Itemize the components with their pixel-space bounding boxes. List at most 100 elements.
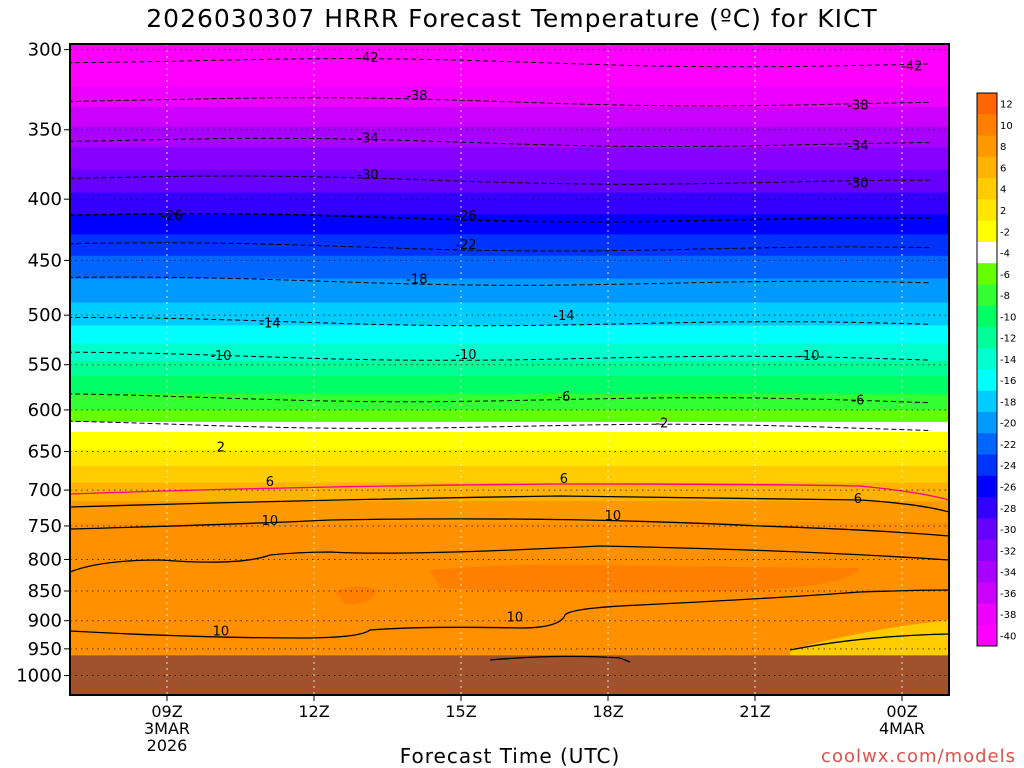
temperature-band <box>70 86 949 108</box>
contour-label: -26 <box>161 209 182 224</box>
x-tick-label: 4MAR <box>879 719 925 738</box>
colorbar-label: 2 <box>1000 206 1006 217</box>
colorbar-swatch <box>977 539 997 562</box>
warm-pocket <box>430 564 860 593</box>
y-tick-label: 950 <box>28 639 62 660</box>
colorbar-label: 8 <box>1000 142 1006 153</box>
isotherm-line <box>70 97 931 107</box>
contour-label: 6 <box>854 492 862 507</box>
temperature-band <box>70 343 949 362</box>
credit-text: coolwx.com/models <box>821 746 1016 767</box>
temperature-band <box>70 234 949 257</box>
colorbar-label: -28 <box>1000 504 1016 515</box>
temperature-band <box>70 302 949 327</box>
x-axis-title: Forecast Time (UTC) <box>399 744 621 768</box>
contour-label: -34 <box>357 132 378 147</box>
x-tick-label: 21Z <box>739 702 770 721</box>
colorbar-swatch <box>977 518 997 541</box>
colorbar-label: -40 <box>1000 631 1016 642</box>
contour-labels: -58-58-54-54-50-50-46-46-42-42-38-38-34-… <box>161 51 922 640</box>
temperature-band <box>70 325 949 345</box>
x-tick-label: 12Z <box>298 702 329 721</box>
contour-label: -10 <box>455 348 476 363</box>
temperature-band <box>70 255 949 280</box>
x-tick-label: 3MAR <box>144 719 190 738</box>
y-tick-label: 1000 <box>16 666 62 687</box>
contour-label: 10 <box>213 625 230 640</box>
contour-label: -42 <box>357 51 378 66</box>
colorbar-swatch <box>977 326 997 349</box>
colorbar-swatch <box>977 241 997 264</box>
temperature-band <box>70 431 949 451</box>
colorbar-swatch <box>977 178 997 200</box>
colorbar-swatch <box>977 199 997 222</box>
temperature-band <box>70 192 949 216</box>
colorbar-swatch <box>977 263 997 285</box>
colorbar-swatch <box>977 475 997 498</box>
y-tick-label: 700 <box>28 480 62 501</box>
temperature-band <box>70 421 949 433</box>
isotherm-line <box>70 545 949 573</box>
contour-label: -6 <box>557 390 570 405</box>
isotherm-line <box>70 212 931 223</box>
isotherm-line <box>70 317 931 327</box>
contour-label: -22 <box>455 238 476 253</box>
surface-layer <box>70 655 949 695</box>
colorbar-swatch <box>977 560 997 583</box>
contour-label: -30 <box>847 176 868 191</box>
colorbar-label: -10 <box>1000 312 1016 323</box>
colorbar-label: -32 <box>1000 546 1016 557</box>
colorbar-label: -8 <box>1000 291 1010 302</box>
contour-label: -14 <box>259 316 280 331</box>
y-tick-label: 300 <box>28 40 62 61</box>
temperature-band <box>70 169 949 194</box>
y-tick-label: 800 <box>28 549 62 570</box>
y-tick-label: 400 <box>28 189 62 210</box>
contour-label: -34 <box>847 139 868 154</box>
isotherm-line <box>70 420 931 431</box>
colorbar-swatch <box>977 93 997 115</box>
y-axis-ticks: 2503003504004505005506006507007508008509… <box>16 40 70 687</box>
colorbar-label: -34 <box>1000 568 1016 579</box>
colorbar-swatch <box>977 624 997 647</box>
y-tick-label: 850 <box>28 581 62 602</box>
y-tick-label: 550 <box>28 355 62 376</box>
colorbar-swatch <box>977 369 997 392</box>
colorbar-label: -30 <box>1000 525 1016 536</box>
colorbar-label: -18 <box>1000 397 1016 408</box>
temperature-bands <box>70 44 949 695</box>
isotherm-line <box>70 518 949 537</box>
freezing-line <box>70 483 949 501</box>
contour-label: 6 <box>560 472 568 487</box>
isotherm-line <box>70 137 931 147</box>
colorbar-label: -16 <box>1000 376 1016 387</box>
colorbar-swatch <box>977 135 997 158</box>
x-tick-label: 2026 <box>147 736 188 755</box>
isotherm-line <box>70 58 931 68</box>
temperature-band <box>70 106 949 128</box>
contour-label: -18 <box>406 273 427 288</box>
colorbar-label: -36 <box>1000 589 1016 600</box>
colorbar-swatch <box>977 348 997 370</box>
isotherm-line <box>70 276 931 286</box>
colorbar-label: -20 <box>1000 419 1016 430</box>
y-tick-label: 600 <box>28 400 62 421</box>
temperature-band <box>70 278 949 304</box>
y-tick-label: 500 <box>28 305 62 326</box>
colorbar-label: 12 <box>1000 100 1013 111</box>
colorbar-swatch <box>977 114 997 137</box>
colorbar-label: 10 <box>1000 121 1013 132</box>
temperature-band <box>70 375 949 396</box>
colorbar-swatch <box>977 497 997 519</box>
contour-label: -10 <box>798 349 819 364</box>
contour-label: 6 <box>266 475 274 490</box>
colorbar-swatch <box>977 433 997 456</box>
contour-label: -2 <box>655 417 668 432</box>
colorbar-label: 6 <box>1000 163 1006 174</box>
contour-label: -26 <box>455 209 476 224</box>
temperature-band <box>70 44 949 88</box>
contour-label: -10 <box>210 349 231 364</box>
colorbar-swatch <box>977 284 997 307</box>
contour-lines <box>70 58 949 663</box>
contour-label: -38 <box>847 98 868 113</box>
